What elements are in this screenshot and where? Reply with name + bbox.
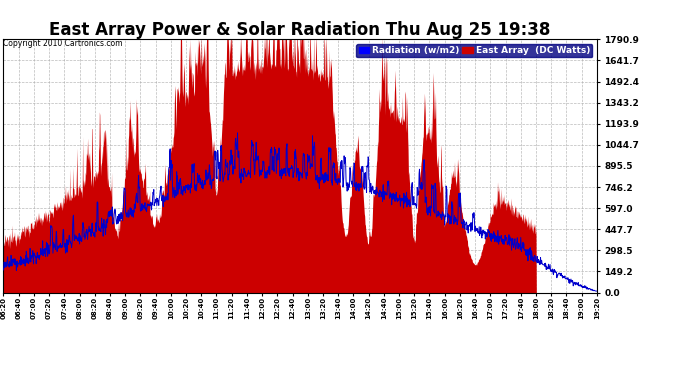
Title: East Array Power & Solar Radiation Thu Aug 25 19:38: East Array Power & Solar Radiation Thu A… [50, 21, 551, 39]
Text: Copyright 2010 Cartronics.com: Copyright 2010 Cartronics.com [3, 39, 123, 48]
Legend: Radiation (w/m2), East Array  (DC Watts): Radiation (w/m2), East Array (DC Watts) [356, 44, 592, 57]
